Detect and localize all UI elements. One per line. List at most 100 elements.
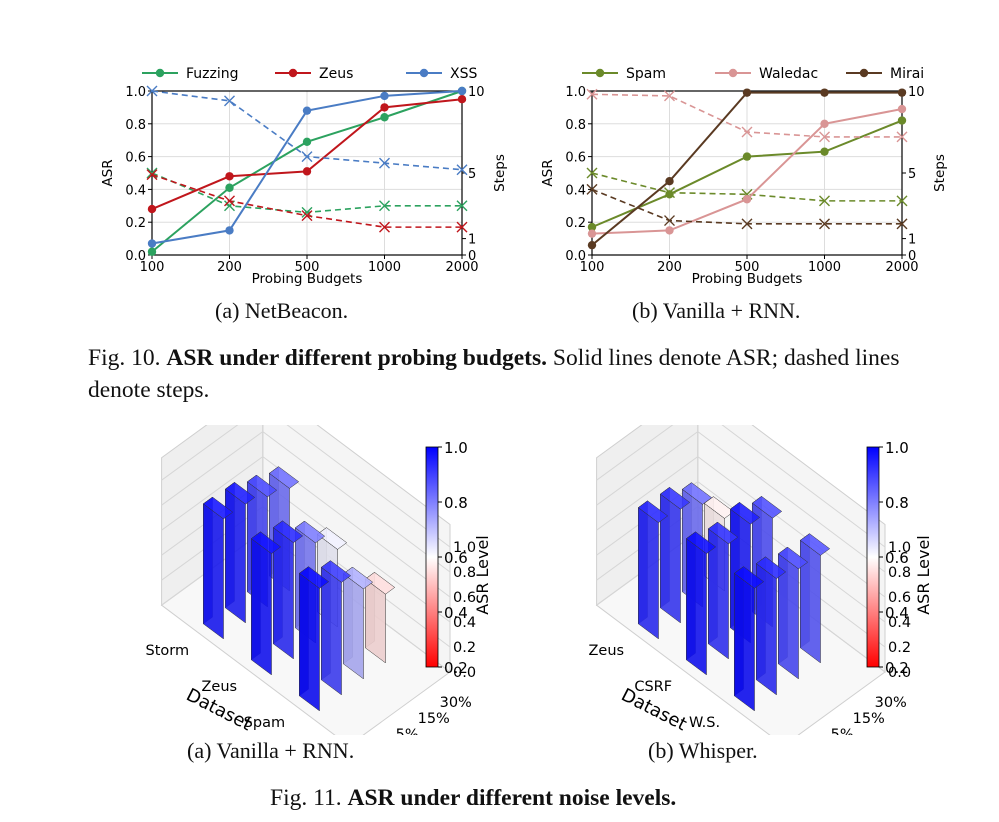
fig11-caption: Fig. 11. ASR under different noise level… bbox=[270, 782, 910, 814]
z-tick-label: 0.8 bbox=[888, 565, 911, 581]
spam-asr-point bbox=[742, 152, 752, 161]
y-tick-label: 0.4 bbox=[125, 183, 146, 198]
y2-tick-label: 10 bbox=[908, 85, 925, 100]
y-tick-label: 0.6 bbox=[125, 151, 146, 166]
z-tick-label: 0.8 bbox=[453, 565, 476, 581]
grid-line-z bbox=[161, 455, 451, 598]
z-tick-label: 0.2 bbox=[453, 640, 476, 656]
x-tick-label: 2000 bbox=[445, 260, 478, 275]
fig10b-caption: (b) Vanilla + RNN. bbox=[632, 298, 801, 323]
y-tick-label: 0.8 bbox=[565, 118, 586, 133]
mirai-asr-point bbox=[742, 88, 752, 97]
bar-w-s-noise-0 bbox=[733, 566, 765, 712]
z-tick-label: 1.0 bbox=[888, 540, 911, 556]
bar-front bbox=[321, 566, 342, 696]
y-tick-label: 0.2 bbox=[565, 216, 586, 231]
noise-axis-label: Noise Level bbox=[857, 733, 945, 735]
legend-marker-waledac bbox=[728, 68, 738, 78]
y2-tick-label: 1 bbox=[468, 233, 476, 248]
bar-top bbox=[799, 533, 831, 556]
xss-asr-point bbox=[225, 226, 234, 235]
noise-tick-label: 15% bbox=[853, 711, 885, 727]
grid-line-z bbox=[161, 430, 451, 573]
waledac-asr-point bbox=[820, 119, 829, 128]
bar-top bbox=[364, 571, 396, 595]
fig11a-plot: StormZeusSpam0%5%15%30%0.00.20.40.60.81.… bbox=[146, 425, 490, 735]
waledac-steps-point bbox=[896, 131, 908, 143]
fuzzing-asr-point bbox=[147, 247, 157, 256]
spam-steps-line bbox=[591, 172, 902, 202]
y2-tick-label: 5 bbox=[468, 167, 476, 182]
bar-top bbox=[316, 527, 348, 550]
spam-asr-point bbox=[665, 190, 674, 199]
z-tick-label: 0.2 bbox=[888, 640, 911, 656]
colorbar-tick-label: 0.6 bbox=[444, 549, 468, 567]
bar-top bbox=[294, 520, 326, 544]
bar-top bbox=[272, 520, 304, 544]
bar-front bbox=[638, 507, 659, 640]
x-tick-label: 200 bbox=[657, 260, 682, 275]
bar-top bbox=[777, 546, 809, 570]
bar-top bbox=[707, 521, 739, 545]
zeus-steps-point bbox=[146, 169, 158, 181]
waledac-asr-point bbox=[897, 104, 907, 114]
bar-top bbox=[202, 496, 234, 520]
y-tick-label: 0.2 bbox=[125, 216, 146, 231]
zeus-steps-point bbox=[224, 195, 235, 207]
fig11-label: Fig. 11. bbox=[270, 785, 342, 811]
mirai-asr-point bbox=[897, 88, 907, 97]
x-tick-label: 100 bbox=[140, 260, 165, 275]
waledac-asr-point bbox=[665, 226, 674, 235]
xss-asr-point bbox=[302, 106, 312, 115]
colorbar-axis-label: ASR Level bbox=[914, 535, 933, 615]
y-tick-label: 0.4 bbox=[565, 183, 586, 198]
spam-steps-point bbox=[819, 195, 830, 207]
bar-front bbox=[299, 572, 320, 712]
bar-top bbox=[342, 566, 374, 590]
bar-front bbox=[686, 538, 707, 676]
zeus-steps-point bbox=[301, 210, 313, 222]
xss-steps-point bbox=[301, 151, 313, 163]
grid-line-z bbox=[161, 425, 451, 548]
dataset-tick-label: W.S. bbox=[689, 715, 720, 731]
xss-steps-point bbox=[379, 157, 390, 169]
fig11a-3d-bar-chart: StormZeusSpam0%5%15%30%0.00.20.40.60.81.… bbox=[146, 425, 490, 735]
fig10-desc: Solid lines denote ASR; dashed lines den… bbox=[88, 345, 900, 403]
bar-front bbox=[203, 503, 224, 640]
noise-axis-label: Noise Level bbox=[422, 733, 490, 735]
zeus-asr-point bbox=[147, 204, 157, 214]
y-axis-label: ASR bbox=[100, 159, 116, 186]
bar-top bbox=[755, 556, 787, 580]
fig10b-line-chart: 0.0 0.2 0.4 0.6 0.8 1.0 01 5 10 100 200 500 1000 2000… bbox=[540, 66, 948, 287]
waledac-asr-point bbox=[587, 229, 597, 238]
z-tick-label: 0.4 bbox=[453, 615, 476, 631]
x-axis-label: Probing Budgets bbox=[252, 271, 363, 287]
dataset-tick-label: CSRF bbox=[634, 679, 672, 695]
colorbar-tick-label: 1.0 bbox=[885, 439, 909, 457]
spam-asr-point bbox=[587, 222, 597, 232]
bar-front bbox=[251, 538, 272, 676]
spam-asr-point bbox=[820, 147, 829, 156]
colorbar-tick-label: 0.8 bbox=[885, 494, 909, 512]
bar-csrf-noise-5 bbox=[707, 521, 739, 660]
colorbar-tick-label: 0.8 bbox=[444, 494, 468, 512]
waledac-steps-point bbox=[664, 90, 675, 102]
y2-tick-label: 0 bbox=[468, 249, 476, 264]
fig10b-plot: 0.0 0.2 0.4 0.6 0.8 1.0 01 5 10 100 200 500 1000 2000… bbox=[540, 66, 948, 287]
fig10-label: Fig. 10. bbox=[88, 345, 161, 371]
legend-marker-xss bbox=[419, 68, 429, 78]
fig11b-plot: ZeusCSRFW.S.0%5%15%30%0.00.20.40.60.81.0… bbox=[588, 425, 945, 735]
mirai-steps-point bbox=[896, 218, 908, 230]
bar-top bbox=[681, 482, 713, 505]
dataset-tick-label: Zeus bbox=[201, 679, 237, 695]
fig10a-line-chart: 0.0 0.2 0.4 0.6 0.8 1.0 01 5 10 100 200 500 1000 2000… bbox=[100, 66, 508, 287]
z-tick-label: 0.0 bbox=[453, 665, 476, 681]
noise-tick-label: 5% bbox=[831, 727, 854, 735]
noise-tick-label: 30% bbox=[440, 695, 472, 711]
fuzzing-steps-point bbox=[379, 200, 390, 212]
fig11-title: ASR under different noise levels. bbox=[347, 785, 677, 811]
z-tick-label: 0.4 bbox=[888, 615, 911, 631]
colorbar-tick-label: 1.0 bbox=[444, 439, 468, 457]
fuzzing-steps-point bbox=[224, 200, 235, 212]
z-tick-label: 0.0 bbox=[888, 665, 911, 681]
